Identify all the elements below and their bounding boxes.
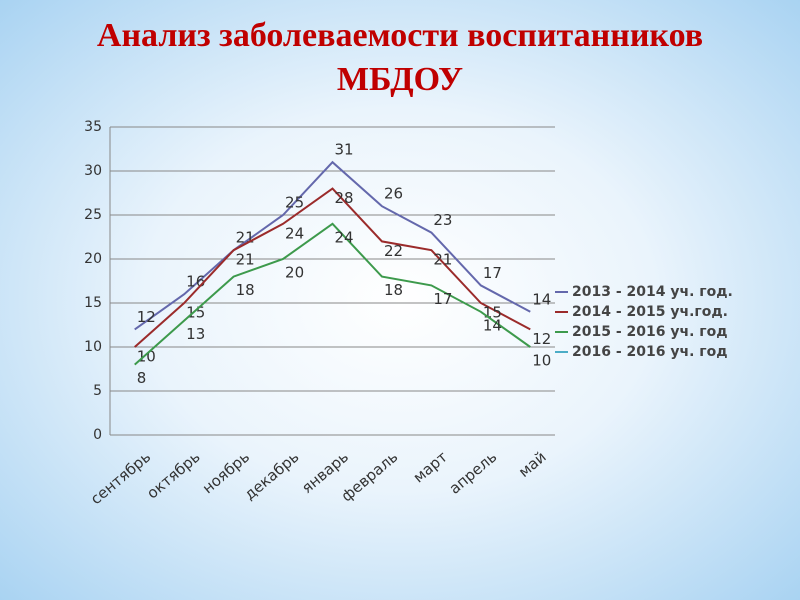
series-line [134,187,531,348]
data-label: 18 [236,281,255,299]
data-label: 16 [186,273,205,291]
data-label: 15 [186,304,205,322]
data-label: 18 [384,281,403,299]
series-line [134,160,531,331]
legend-label: 2015 - 2016 уч. год [572,324,728,340]
legend-label: 2016 - 2016 уч. год [572,344,728,360]
legend-label: 2014 - 2015 уч.год. [572,304,728,320]
y-tick-label: 10 [84,339,102,355]
data-label: 20 [285,264,304,282]
x-tick-label: май [515,448,550,481]
y-tick-label: 30 [84,163,102,179]
data-label: 14 [483,316,502,334]
data-label: 17 [483,264,502,282]
series-line [134,222,531,366]
x-tick-label: октябрь [143,448,203,503]
x-tick-label: март [410,448,451,487]
data-label: 13 [186,325,205,343]
y-tick-label: 25 [84,207,102,223]
y-tick-label: 20 [84,251,102,267]
data-label: 14 [532,290,551,308]
data-label: 26 [384,185,403,203]
data-label: 25 [285,194,304,212]
data-label: 21 [433,251,452,269]
x-tick-label: апрель [446,448,501,498]
data-label: 12 [137,308,156,326]
data-label: 12 [532,330,551,348]
x-tick-label: сентябрь [87,448,154,508]
data-label: 10 [137,348,156,366]
data-label: 8 [137,369,147,387]
data-label: 10 [532,352,551,370]
data-label: 24 [285,224,304,242]
data-label: 23 [433,211,452,229]
y-tick-label: 35 [84,119,102,135]
data-label: 28 [335,189,354,207]
data-label: 21 [236,251,255,269]
data-label: 22 [384,242,403,260]
data-label: 24 [335,228,354,246]
legend-label: 2013 - 2014 уч. год. [572,284,733,300]
y-tick-label: 5 [93,383,102,399]
y-tick-label: 0 [93,427,102,443]
y-tick-label: 15 [84,295,102,311]
data-label: 31 [335,141,354,159]
slide-title: Анализ заболеваемости воспитанников МБДО… [96,17,704,98]
data-label: 17 [433,290,452,308]
x-tick-label: декабрь [241,448,303,504]
